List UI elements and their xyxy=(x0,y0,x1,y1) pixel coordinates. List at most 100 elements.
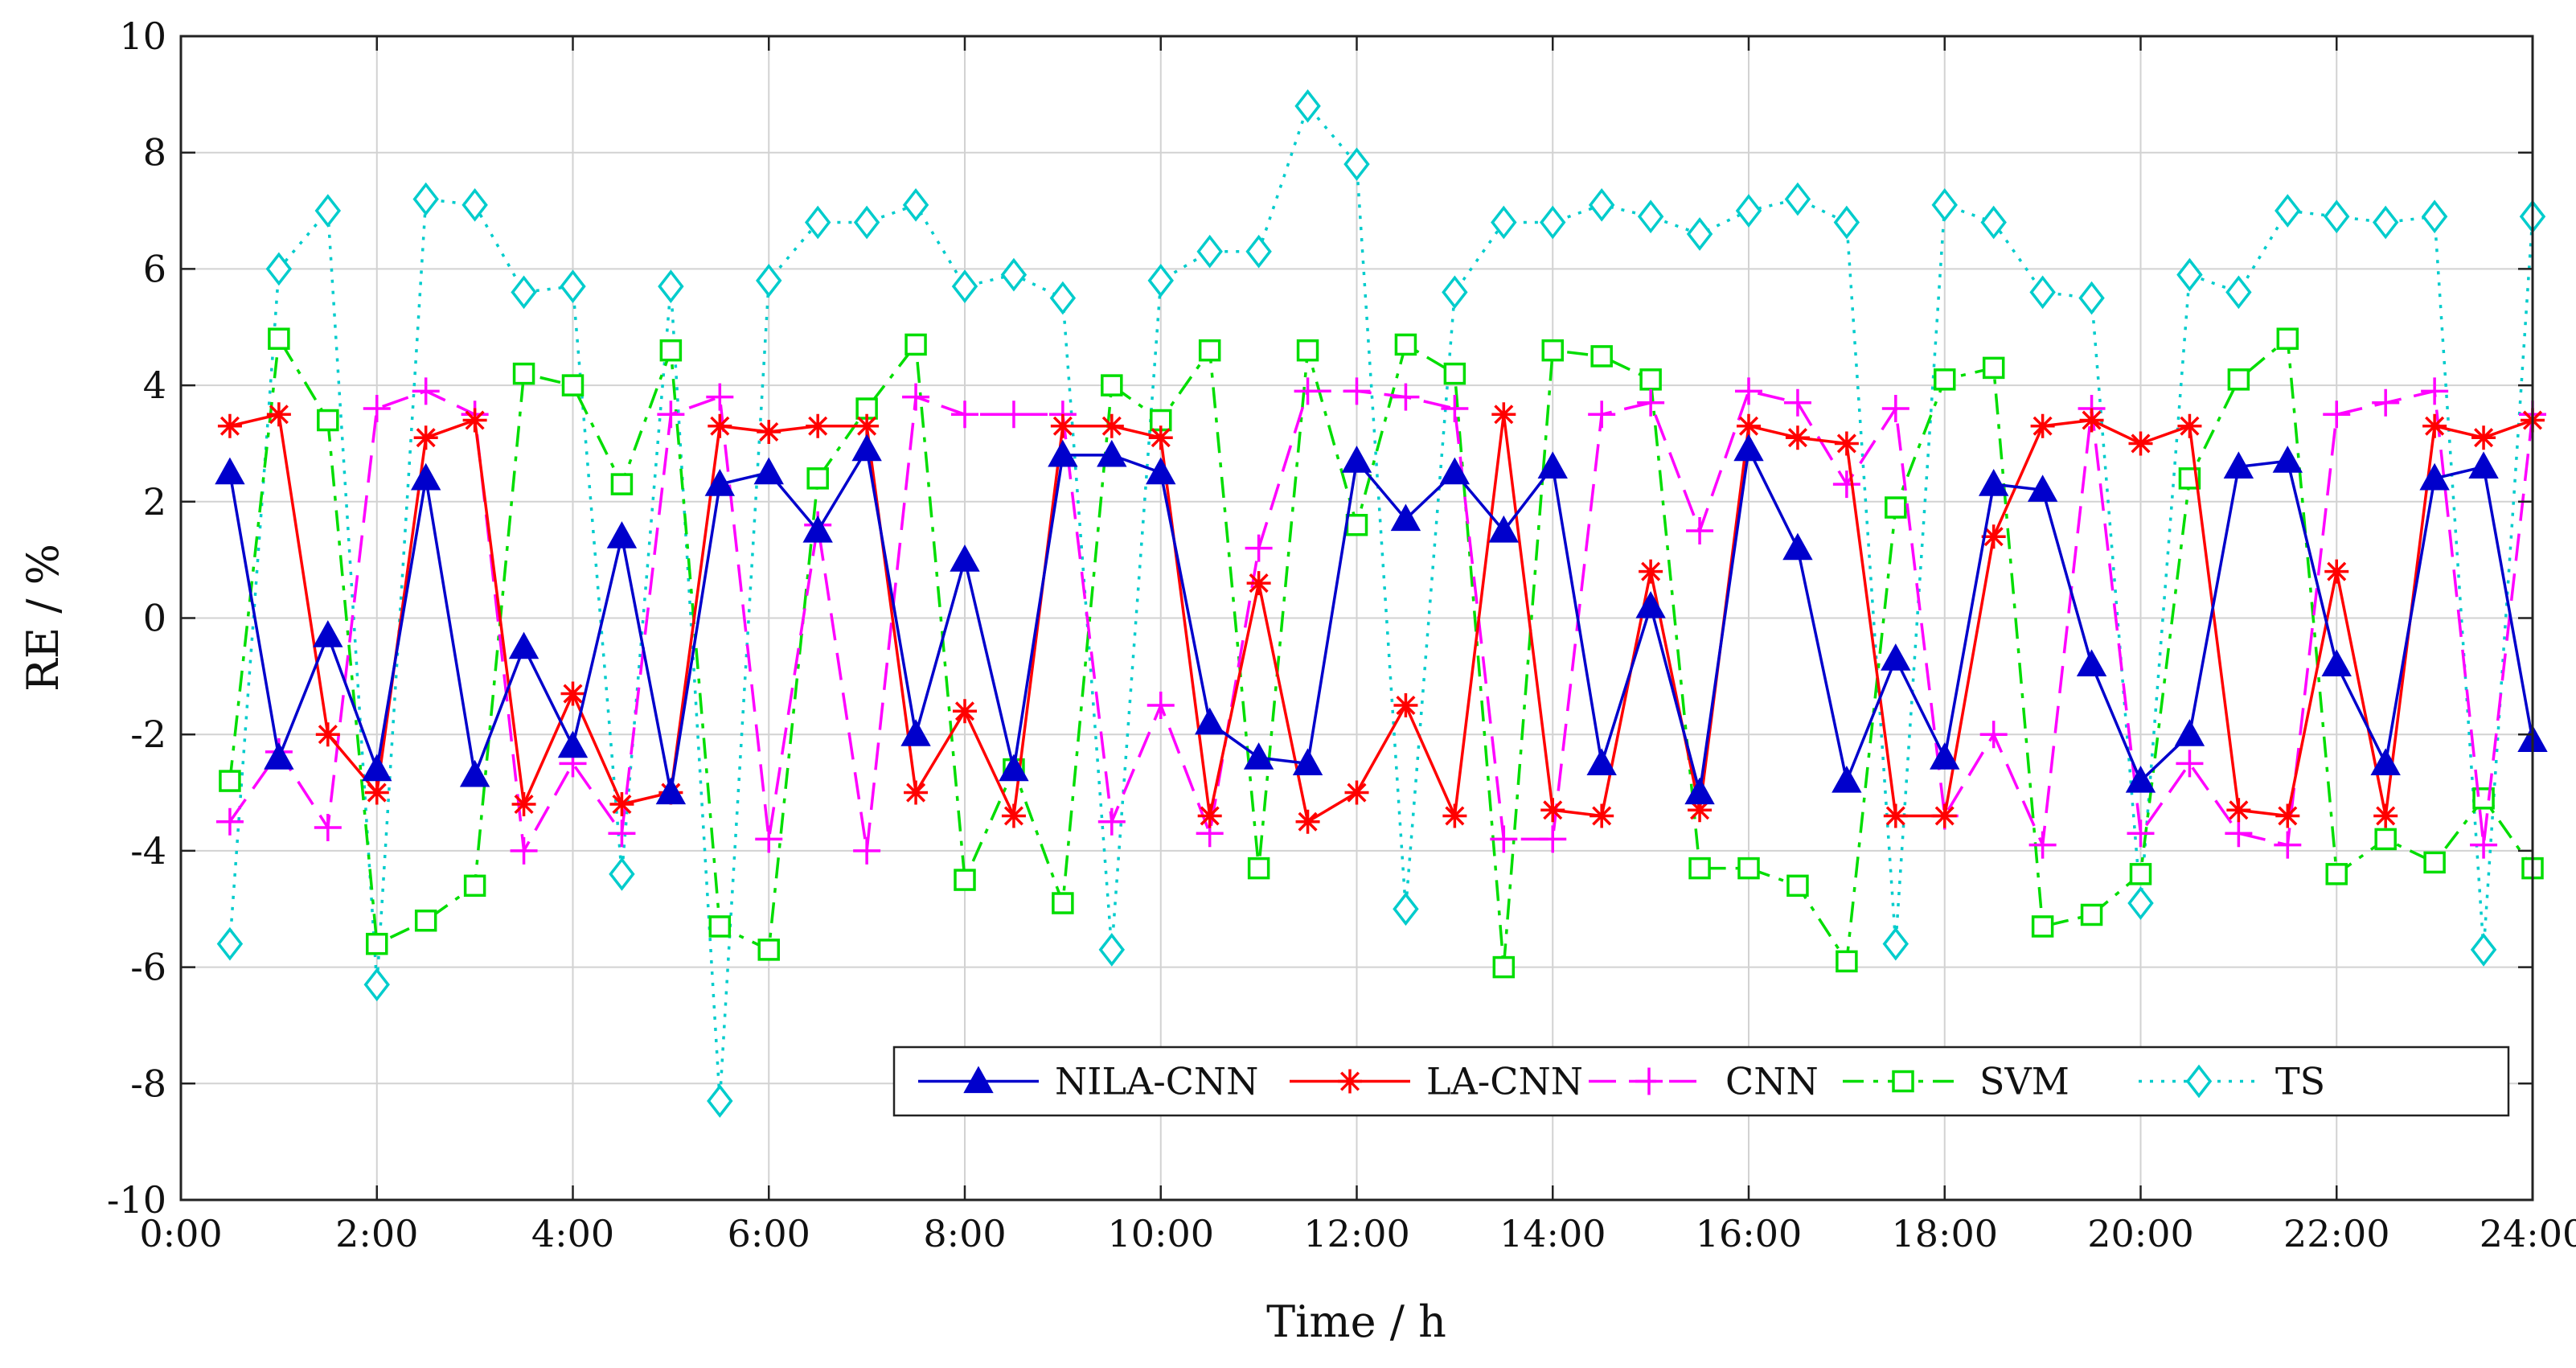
series-la-cnn xyxy=(217,402,2545,834)
data-point-cnn xyxy=(1832,470,1860,499)
data-point-cnn xyxy=(1588,401,1616,429)
y-tick-label: 10 xyxy=(119,14,166,58)
data-point-cnn xyxy=(1539,825,1567,853)
data-point-la-cnn xyxy=(2471,425,2496,450)
data-point-nila-cnn xyxy=(1832,766,1862,793)
series-svm xyxy=(219,327,2544,979)
data-point-ts xyxy=(1245,234,1272,269)
data-point-svm xyxy=(1101,374,1123,396)
data-point-svm xyxy=(1394,333,1417,356)
legend-label-nila-cnn: NILA-CNN xyxy=(1055,1060,1258,1103)
data-point-cnn xyxy=(2372,388,2400,417)
data-point-cnn xyxy=(2274,831,2302,859)
data-point-ts xyxy=(2275,194,2301,228)
data-point-la-cnn xyxy=(757,419,781,444)
data-point-svm xyxy=(219,770,241,792)
x-tick-label: 14:00 xyxy=(1499,1212,1606,1255)
legend-label-svm: SVM xyxy=(1979,1060,2069,1103)
x-tick-label: 0:00 xyxy=(139,1212,222,1255)
data-point-svm xyxy=(561,374,585,396)
data-point-la-cnn xyxy=(1491,402,1516,427)
data-point-svm xyxy=(1541,339,1564,362)
data-point-la-cnn xyxy=(2177,413,2202,438)
data-point-cnn xyxy=(706,383,734,411)
data-point-ts xyxy=(2029,275,2056,310)
data-point-nila-cnn xyxy=(1390,503,1421,532)
data-point-la-cnn xyxy=(1932,803,1957,828)
y-tick-label: 6 xyxy=(143,247,166,290)
data-point-svm xyxy=(1492,955,1516,979)
data-point-cnn xyxy=(657,401,685,429)
y-tick-label: -10 xyxy=(107,1178,166,1222)
data-point-nila-cnn xyxy=(1194,707,1225,735)
data-point-la-cnn xyxy=(217,413,242,438)
data-point-nila-cnn xyxy=(215,457,245,485)
data-point-ts xyxy=(1147,264,1174,298)
legend-label-la-cnn: LA-CNN xyxy=(1426,1060,1583,1103)
data-point-svm xyxy=(512,362,535,385)
data-point-ts xyxy=(658,269,684,303)
data-point-ts xyxy=(1098,933,1126,967)
data-point-cnn xyxy=(608,820,636,848)
data-point-svm xyxy=(1934,368,1956,391)
x-tick-label: 8:00 xyxy=(923,1212,1006,1255)
data-point-nila-cnn xyxy=(1488,515,1520,543)
plot-frame xyxy=(179,35,2534,1202)
data-point-nila-cnn xyxy=(802,515,833,543)
data-point-svm xyxy=(2423,851,2446,874)
data-point-ts xyxy=(1784,182,1811,216)
x-tick-label: 16:00 xyxy=(1696,1212,1803,1255)
data-point-nila-cnn xyxy=(999,754,1029,782)
data-point-ts xyxy=(1540,205,1566,240)
data-point-cnn xyxy=(1146,692,1175,720)
data-point-ts xyxy=(1049,281,1077,315)
x-tick-label: 10:00 xyxy=(1107,1212,1214,1255)
data-point-ts xyxy=(1491,205,1517,240)
data-point-cnn xyxy=(2176,750,2204,778)
data-point-nila-cnn xyxy=(1930,742,1960,770)
data-point-nila-cnn xyxy=(2125,766,2156,793)
data-point-la-cnn xyxy=(2373,803,2398,828)
series-line-cnn xyxy=(228,389,2534,852)
x-tick-label: 4:00 xyxy=(531,1212,614,1255)
data-point-la-cnn xyxy=(2275,803,2300,828)
data-point-ts xyxy=(609,857,635,891)
data-point-la-cnn xyxy=(1099,413,1124,438)
series-line-svm xyxy=(228,337,2534,969)
data-point-cnn xyxy=(853,836,881,865)
y-tick-label: -8 xyxy=(130,1062,166,1105)
data-point-nila-cnn xyxy=(606,521,638,548)
data-point-cnn xyxy=(2127,820,2155,848)
data-point-ts xyxy=(2225,275,2252,310)
data-point-nila-cnn xyxy=(1733,433,1764,462)
data-point-ts xyxy=(1393,892,1419,926)
data-point-ts xyxy=(314,194,342,228)
data-point-svm xyxy=(2227,368,2250,391)
data-point-ts xyxy=(2176,257,2203,292)
data-point-cnn xyxy=(1441,395,1469,423)
x-tick-label: 22:00 xyxy=(2283,1212,2390,1255)
data-point-nila-cnn xyxy=(2027,474,2058,502)
legend-entry-la-cnn: LA-CNN xyxy=(1290,1060,1583,1103)
data-point-svm xyxy=(1247,857,1270,880)
data-point-cnn xyxy=(363,395,391,423)
data-point-svm xyxy=(2129,863,2152,885)
data-point-svm xyxy=(1443,362,1466,385)
data-point-nila-cnn xyxy=(1243,742,1274,770)
data-point-la-cnn xyxy=(1344,780,1369,805)
data-point-nila-cnn xyxy=(410,462,441,491)
data-point-nila-cnn xyxy=(2223,451,2254,479)
data-point-ts xyxy=(265,252,293,286)
data-point-nila-cnn xyxy=(362,754,392,782)
data-point-la-cnn xyxy=(2030,413,2055,438)
data-point-nila-cnn xyxy=(1978,469,2009,496)
data-point-la-cnn xyxy=(1785,425,1810,450)
legend-marker-nila-cnn xyxy=(963,1066,994,1094)
data-point-nila-cnn xyxy=(2468,451,2499,479)
data-point-cnn xyxy=(1490,825,1518,853)
legend-label-ts: TS xyxy=(2275,1060,2325,1103)
data-point-svm xyxy=(1639,368,1662,391)
y-axis-title: RE / % xyxy=(18,544,68,692)
data-point-nila-cnn xyxy=(1586,748,1617,775)
data-point-la-cnn xyxy=(904,780,929,805)
